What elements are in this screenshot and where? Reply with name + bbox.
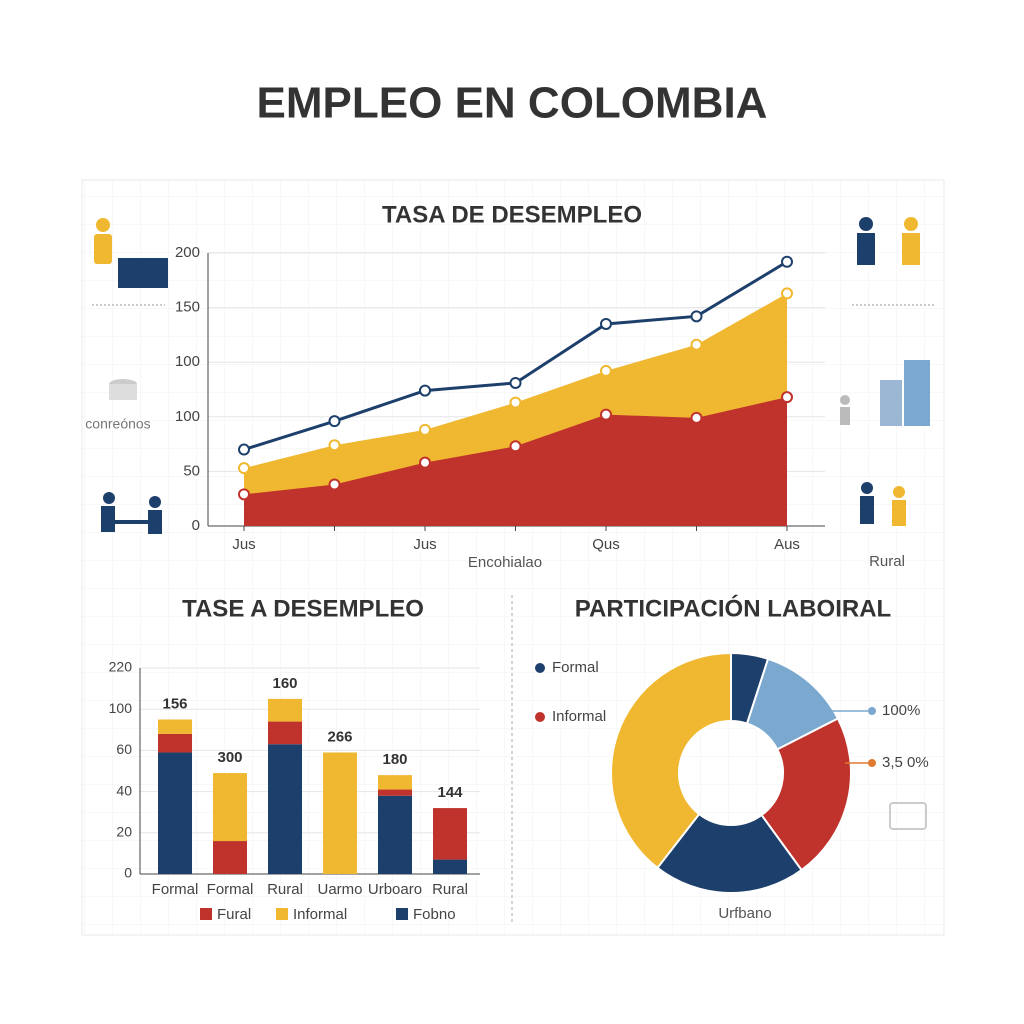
point (238, 488, 250, 501)
donut-slice (610, 651, 732, 870)
bar-segment (433, 808, 467, 860)
donut-annotation: 3,5 0% (882, 754, 929, 771)
point (690, 310, 703, 323)
bar-segment (378, 789, 412, 796)
point (781, 287, 793, 300)
point (328, 415, 341, 428)
point (509, 376, 522, 389)
bar-annotation: 156 (162, 695, 187, 712)
x-axis-label: Encohialao (468, 554, 542, 571)
legend-label: Formal (552, 659, 599, 676)
side-label: conreónos (85, 416, 150, 432)
y-tick-label: 60 (116, 741, 132, 757)
bar-segment (213, 773, 247, 842)
point (328, 439, 341, 452)
point (690, 338, 703, 351)
legend-label: Informal (552, 708, 606, 725)
y-tick-label: 50 (183, 462, 200, 479)
y-tick-label: 200 (175, 244, 200, 261)
legend-swatch (276, 908, 288, 920)
x-tick-label: Jus (413, 536, 436, 553)
page-title: EMPLEO EN COLOMBIA (257, 79, 768, 128)
donut-slice (656, 812, 803, 894)
chart-title: TASE A DESEMPLEO (182, 595, 424, 622)
y-tick-label: 20 (116, 824, 132, 840)
point (600, 317, 612, 330)
point (600, 408, 612, 421)
x-tick-label: Formal (152, 881, 199, 898)
point (419, 456, 431, 469)
point (328, 478, 341, 491)
bar-segment (268, 744, 302, 874)
bar-annotation: 160 (272, 675, 297, 692)
bar-segment (378, 775, 412, 790)
side-label: Rural (869, 553, 905, 570)
leader-dot (868, 759, 876, 767)
bar-annotation: 144 (437, 784, 463, 801)
point (600, 364, 612, 377)
chart-title: PARTICIPACIÓN LABOIRAL (575, 594, 891, 622)
x-tick-label: Rural (267, 881, 303, 898)
chart-title: TASA DE DESEMPLEO (382, 201, 642, 228)
area (244, 397, 787, 526)
point (781, 255, 793, 268)
bar-segment (433, 859, 467, 874)
bar-segment (268, 698, 302, 722)
bar-segment (323, 752, 357, 874)
point (238, 462, 250, 475)
leader-dot (868, 707, 876, 715)
bar-annotation: 300 (217, 749, 242, 766)
point (509, 440, 522, 453)
y-tick-label: 150 (175, 299, 200, 316)
bar-segment (158, 719, 192, 734)
bar-segment (158, 752, 192, 874)
point (419, 423, 431, 436)
bar-segment (213, 841, 247, 874)
x-tick-label: Formal (207, 881, 254, 898)
x-tick-label: Urboaro (368, 881, 422, 898)
x-tick-label: Jus (232, 536, 255, 553)
x-tick-label: Qus (592, 536, 620, 553)
bar-segment (378, 795, 412, 874)
y-tick-label: 0 (192, 517, 200, 534)
y-tick-label: 220 (109, 659, 133, 675)
bar-annotation: 266 (327, 728, 352, 745)
point (690, 411, 703, 424)
legend-dot (535, 712, 545, 722)
y-tick-label: 100 (175, 408, 200, 425)
icon-workers (92, 217, 935, 830)
y-tick-label: 100 (175, 353, 200, 370)
y-tick-label: 100 (109, 700, 133, 716)
x-tick-label: Uarmo (317, 881, 362, 898)
bar-annotation: 180 (382, 751, 407, 768)
legend-dot (535, 663, 545, 673)
point (419, 384, 431, 397)
x-tick-label: Rural (432, 881, 468, 898)
bar-segment (158, 733, 192, 753)
donut-label: Urfbano (718, 905, 771, 922)
y-tick-label: 0 (124, 865, 132, 881)
y-tick-label: 40 (116, 782, 132, 798)
point (781, 391, 793, 404)
legend-label: Informal (293, 906, 347, 923)
legend-label: Fural (217, 906, 251, 923)
bar-segment (268, 721, 302, 745)
point (509, 396, 522, 409)
donut-annotation: 100% (882, 702, 920, 719)
x-tick-label: Aus (774, 536, 800, 553)
donut-slice (760, 717, 852, 872)
legend-swatch (200, 908, 212, 920)
point (238, 443, 250, 456)
legend-label: Fobno (413, 906, 456, 923)
legend-swatch (396, 908, 408, 920)
